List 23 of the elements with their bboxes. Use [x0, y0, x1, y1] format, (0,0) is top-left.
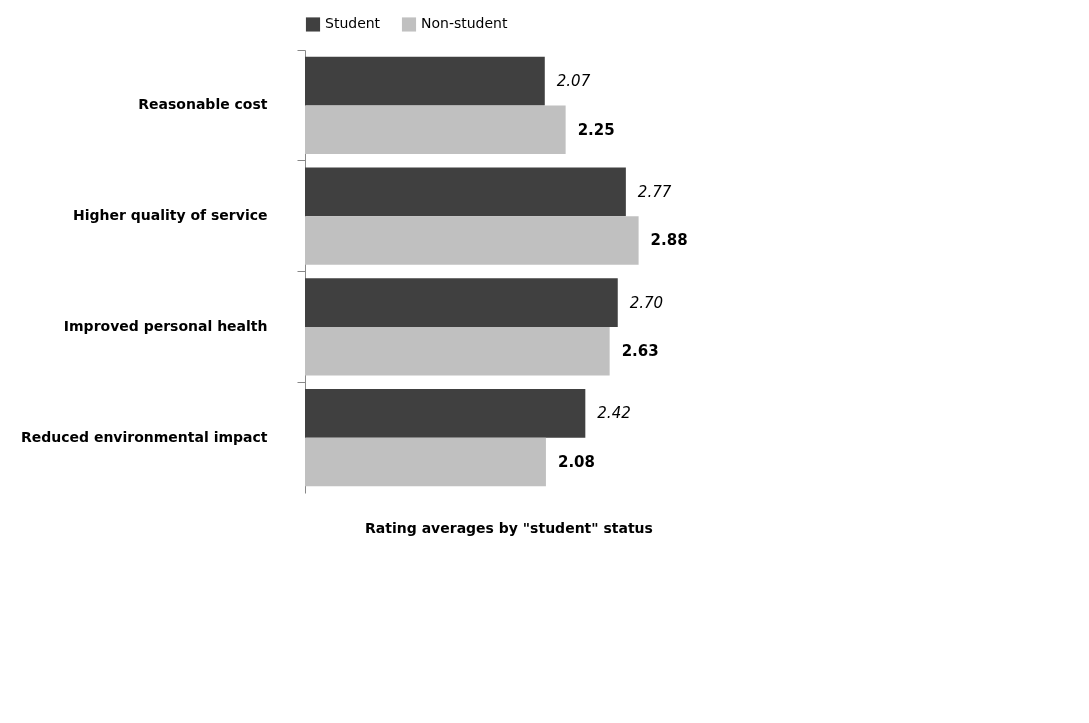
- bar: [305, 389, 586, 438]
- bar: [305, 437, 546, 487]
- data-label: 2.07: [556, 72, 591, 91]
- y-tick-label: Improved personal health: [63, 317, 268, 334]
- data-label: 2.42: [597, 404, 631, 423]
- bar: [305, 105, 566, 154]
- data-label: 2.88: [650, 231, 688, 250]
- bar: [305, 278, 618, 327]
- y-tick-label: Reduced environmental impact: [20, 428, 268, 445]
- data-label: 2.70: [629, 293, 664, 312]
- legend-label: Non-student: [421, 15, 508, 32]
- bar: [305, 216, 639, 265]
- data-label: 2.25: [577, 120, 615, 139]
- y-tick-label: Higher quality of service: [72, 207, 268, 224]
- bar: [305, 56, 545, 106]
- y-tick-label: Reasonable cost: [138, 96, 268, 113]
- bar: [305, 326, 610, 376]
- bar: [305, 167, 626, 217]
- data-label: 2.08: [557, 452, 595, 471]
- data-label: 2.77: [637, 182, 672, 201]
- x-axis-title: Rating averages by "student" status: [365, 519, 653, 536]
- legend-label: Student: [325, 15, 381, 32]
- data-label: 2.63: [621, 342, 659, 361]
